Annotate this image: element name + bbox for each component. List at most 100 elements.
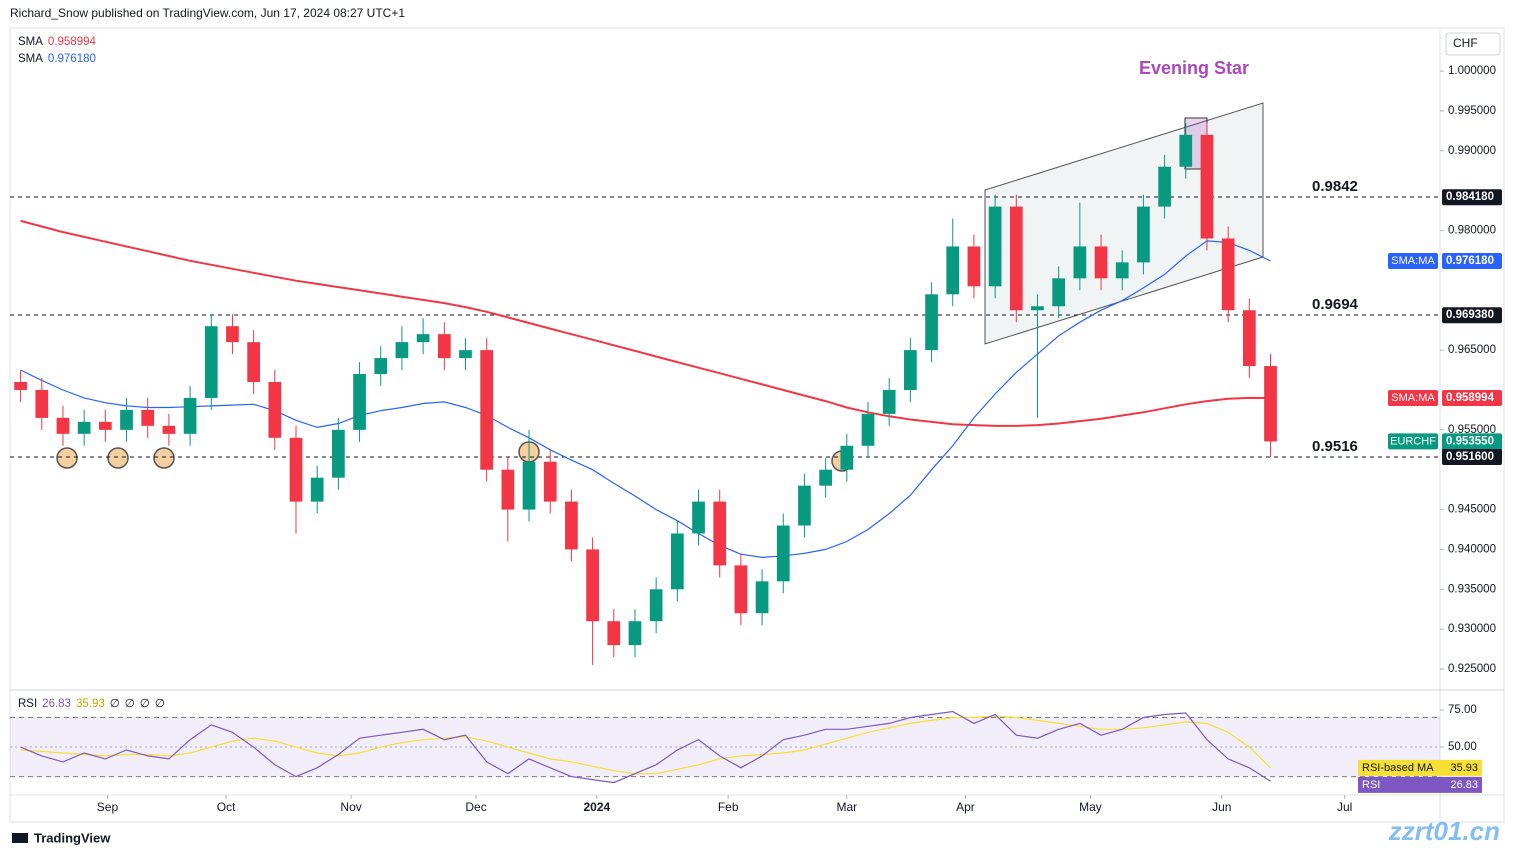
y-tick-label: 0.965000 [1448,344,1496,356]
watermark: zzrt01.cn [1388,816,1500,846]
rsi-tick-label: 50.00 [1448,741,1477,753]
candle-body [332,429,345,478]
name-badge [1388,389,1438,406]
price-badge-label: 0.953550 [1446,435,1494,447]
price-badge-label: 0.951600 [1446,451,1494,463]
x-tick-label: Dec [465,800,486,814]
candle-body [1200,134,1214,239]
price-badge-label: 0.984180 [1446,191,1494,203]
price-badge [1442,448,1502,465]
header: Richard_Snow published on TradingView.co… [10,6,405,20]
rsi-line [20,710,1271,784]
candle-body [501,469,515,510]
support-marker [153,447,175,469]
price-badge [1442,252,1502,269]
logo [12,833,28,843]
x-tick-label: Apr [956,800,975,814]
name-badge-label: SMA:MA [1391,255,1435,267]
candle-body [353,374,366,430]
candle-body [628,621,642,646]
candle-body [670,533,684,590]
candle-body [565,501,578,550]
candle-body [395,342,409,359]
candle-body [268,382,282,438]
y-tick-label: 0.980000 [1448,225,1496,237]
x-tick-label: Nov [340,800,361,814]
candle-body [1221,238,1235,311]
rsi-badge [1358,759,1482,776]
rsi-tick-label: 75.00 [1448,704,1477,716]
candle-body [543,461,557,502]
candle-body [35,389,49,418]
y-tick-label: 0.995000 [1448,105,1496,117]
candle-body [861,413,875,446]
legend-text: 0.958994 [48,36,97,48]
rsi-badge-name: RSI [1362,779,1380,791]
currency[interactable]: CHF [1453,36,1478,50]
candle-body [437,334,451,359]
candle-body [713,501,727,566]
candle-body [586,549,599,622]
candle-body [1094,246,1108,279]
candle-body [946,246,960,295]
y-tick-label: 0.940000 [1448,543,1496,555]
price-badge [1442,389,1502,406]
candle-body [98,421,112,430]
candle-body [141,409,155,426]
y-tick-label: 0.930000 [1448,623,1496,635]
candle-body [522,461,536,510]
candle-body [310,477,324,502]
sma-line [20,240,1271,559]
sma-line [20,219,1271,427]
legend-text: ∅ [140,698,150,710]
candle-body [925,294,938,351]
legend-text: ∅ [110,698,120,710]
candle-body [1179,134,1193,167]
candle-body [819,469,832,486]
candle-body [1242,310,1256,367]
y-tick-label: 0.990000 [1448,145,1496,157]
legend-text: SMA [18,53,43,65]
x-tick-label: Jul [1337,800,1352,814]
name-badge [1388,252,1438,269]
price-badge [1442,307,1502,324]
candle-body [649,589,663,622]
annotation: Evening Star [1139,58,1249,78]
candle-body [1052,278,1066,307]
candle-body [798,485,811,526]
legend-text: 35.93 [76,698,105,710]
candle-body [374,358,388,375]
rsi-badge-value: 26.83 [1450,779,1478,791]
candle-body [692,501,705,534]
price-badge-label: 0.969380 [1446,309,1494,321]
candle-body [1137,206,1150,263]
level-label: 0.9842 [1312,178,1358,195]
candle-body [56,417,70,434]
name-badge [1388,433,1438,450]
level-label: 0.9694 [1312,296,1359,313]
x-tick-label: 2024 [583,800,610,814]
candle-body [776,525,790,582]
candle-body [967,246,981,287]
candle-body [904,350,917,390]
candle-body [480,350,494,470]
name-badge-label: SMA:MA [1391,392,1435,404]
candle-body [289,437,303,502]
candle-body [1115,262,1129,279]
support-marker [56,447,78,469]
currency-button[interactable] [1445,32,1501,56]
candle-body [1009,206,1023,311]
rsi-ma-line [20,715,1271,775]
legend-text: ∅ [155,698,165,710]
price-badge-label: 0.976180 [1446,255,1494,267]
name-badge-label: EURCHF [1390,435,1436,447]
candle-body [882,389,896,414]
legend-text: ∅ [125,698,135,710]
x-tick-label: May [1079,800,1102,814]
x-tick-label: Feb [718,800,739,814]
legend-text: 0.976180 [48,53,96,65]
y-tick-label: 0.935000 [1448,583,1496,595]
y-tick-label: 0.925000 [1448,663,1496,675]
candle-body [204,326,218,398]
